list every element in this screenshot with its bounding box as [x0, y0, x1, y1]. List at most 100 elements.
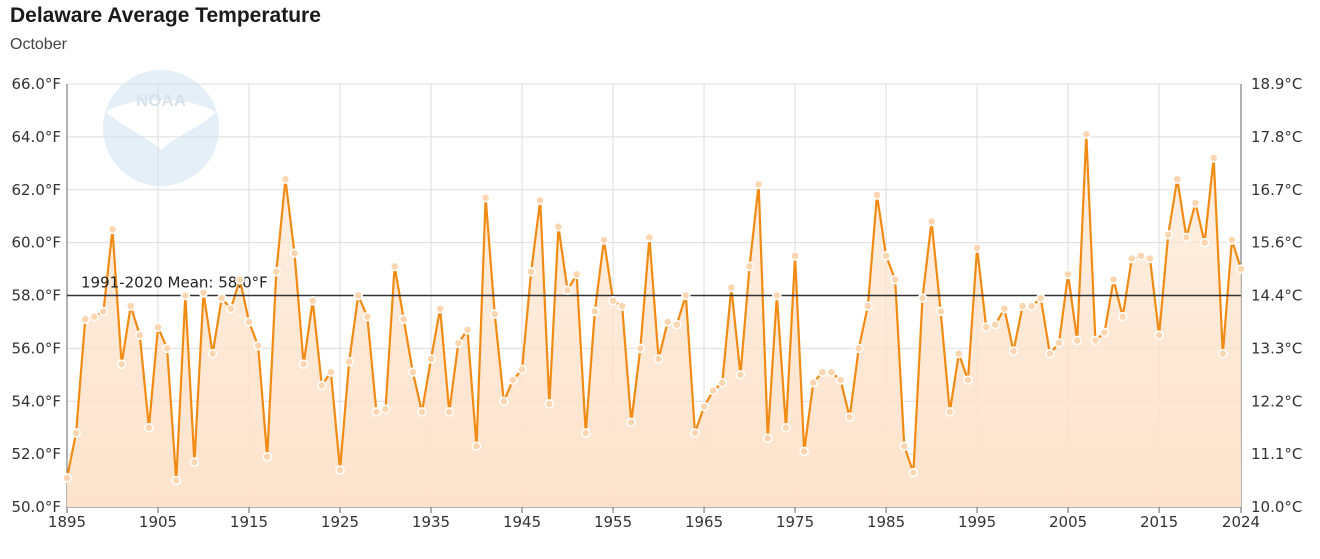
data-point: [763, 433, 773, 444]
data-point: [662, 317, 673, 327]
data-point: [344, 356, 354, 367]
data-point: [380, 404, 391, 414]
x-tick-label: 2024: [1222, 513, 1260, 531]
data-point: [1090, 335, 1101, 346]
data-point: [1172, 174, 1183, 184]
data-point: [1199, 237, 1210, 248]
data-point: [590, 306, 600, 317]
data-point: [553, 222, 564, 232]
data-point: [444, 407, 454, 417]
noaa-logo: NOAA: [103, 70, 219, 186]
data-point: [835, 375, 846, 385]
data-point: [489, 309, 500, 319]
data-point: [781, 422, 791, 433]
data-point: [107, 224, 118, 235]
noaa-logo-text: NOAA: [136, 91, 186, 110]
data-point: [881, 251, 891, 261]
data-point: [1045, 348, 1055, 359]
data-point: [226, 303, 236, 314]
data-point: [844, 412, 855, 422]
data-point: [790, 251, 800, 261]
data-point: [599, 235, 609, 245]
data-point: [890, 274, 900, 285]
data-point: [626, 417, 636, 428]
data-point: [535, 195, 545, 206]
data-point: [1026, 301, 1037, 311]
data-point: [644, 232, 655, 243]
data-point: [1127, 253, 1137, 264]
data-point: [398, 314, 409, 325]
data-point: [298, 359, 309, 369]
data-point: [717, 377, 728, 388]
data-point: [317, 380, 327, 391]
data-point: [462, 325, 473, 335]
x-tick-label: 1905: [139, 513, 177, 531]
x-tick-label: 1995: [958, 513, 996, 531]
data-point: [1063, 269, 1073, 280]
y-tick-label-right: 12.2°C: [1251, 392, 1302, 410]
data-point: [471, 441, 482, 451]
data-point: [926, 216, 937, 227]
y-tick-label-left: 50.0°F: [11, 498, 61, 516]
data-point: [635, 343, 646, 354]
y-tick-label-left: 58.0°F: [11, 287, 61, 305]
data-point: [80, 314, 90, 325]
data-point: [1190, 198, 1201, 208]
data-point: [699, 401, 709, 412]
y-tick-label-left: 56.0°F: [11, 339, 61, 357]
data-point: [62, 473, 72, 483]
data-point: [153, 322, 163, 332]
data-point: [681, 290, 691, 301]
data-point: [981, 322, 991, 332]
data-point: [508, 375, 518, 385]
data-point: [580, 428, 591, 438]
y-tick-label-left: 60.0°F: [11, 234, 61, 252]
data-point: [854, 343, 864, 354]
data-point: [1236, 264, 1246, 274]
data-point: [999, 303, 1010, 314]
data-point: [307, 296, 318, 306]
noaa-logo-bird: [106, 100, 216, 150]
y-tick-label-right: 10.0°C: [1251, 498, 1302, 516]
data-point: [917, 293, 928, 303]
data-point: [990, 319, 1001, 330]
data-point: [908, 467, 919, 478]
data-point: [872, 190, 882, 200]
x-tick-label: 1985: [867, 513, 905, 531]
data-point: [189, 457, 200, 467]
x-tick-label: 1955: [594, 513, 632, 531]
data-point: [453, 338, 464, 348]
data-point: [216, 293, 227, 303]
data-point: [690, 428, 700, 438]
data-point: [426, 354, 436, 364]
data-point: [672, 319, 682, 330]
data-point: [899, 441, 910, 451]
x-tick-label: 2005: [1049, 513, 1087, 531]
data-point: [1145, 253, 1155, 264]
data-point: [1108, 274, 1119, 285]
data-point: [135, 330, 145, 340]
x-tick-label: 1925: [321, 513, 359, 531]
data-point: [180, 290, 191, 301]
y-tick-label-right: 11.1°C: [1251, 445, 1302, 463]
data-point: [280, 174, 291, 184]
y-tick-label-left: 62.0°F: [11, 181, 61, 199]
data-point: [808, 377, 819, 388]
y-tick-label-right: 15.6°C: [1251, 234, 1302, 252]
data-point: [608, 296, 618, 306]
data-point: [289, 248, 300, 258]
mean-label: 1991-2020 Mean: 58.0°F: [81, 274, 268, 292]
chart-title: Delaware Average Temperature: [10, 4, 321, 27]
data-point: [326, 367, 336, 377]
x-tick-label: 1975: [776, 513, 814, 531]
data-point: [435, 303, 445, 314]
data-point: [544, 399, 555, 409]
data-point: [753, 179, 764, 190]
chart-subtitle: October: [10, 36, 67, 53]
y-tick-label-right: 17.8°C: [1251, 128, 1302, 146]
y-tick-label-right: 16.7°C: [1251, 181, 1302, 199]
data-point: [1072, 335, 1082, 346]
data-point: [935, 306, 946, 317]
data-point: [954, 348, 964, 359]
y-tick-label-left: 66.0°F: [11, 75, 61, 93]
